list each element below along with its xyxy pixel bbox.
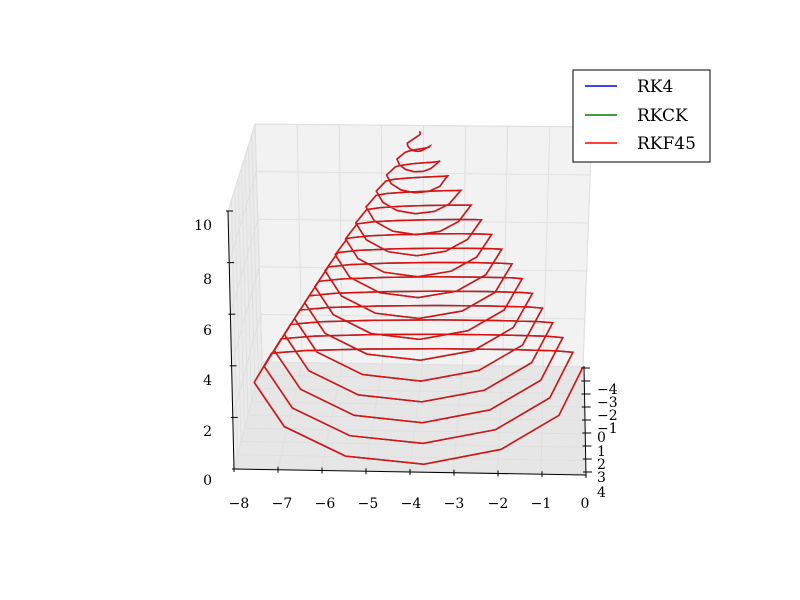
grid-line-y-left [247,145,256,389]
z-tick-label: 10 [194,218,212,234]
y-tick-label: −3 [597,395,618,411]
y-tick-label: 3 [597,470,606,486]
grid-line-y-floor [247,414,585,421]
y-tick-label: −1 [597,421,618,437]
grid-line-y-left [254,123,263,363]
grid-line-x-back [502,126,509,366]
y-tick-label: 0 [597,430,606,446]
grid-line-z-back [257,218,589,224]
grid-line-z-back [254,123,593,128]
grid-line-y-left [241,167,249,416]
y-tick-label: 1 [597,444,606,460]
grid-line-z-back [256,171,591,176]
series-line-rkf45 [253,131,584,465]
grid-line-x-back [462,125,467,366]
grid-line-y-left [234,189,242,442]
x-tick-label: −6 [315,496,336,512]
grid-line-x-back [422,125,424,365]
grid-line-x-back [542,126,551,367]
grid-line-y-floor [261,361,584,368]
y-tick-label: 2 [597,457,606,473]
legend-label-rk4: RK4 [637,77,673,97]
y-tick-label: −4 [597,382,618,398]
grid-line-x-back [380,125,383,364]
grid-line-x-back [582,126,593,368]
x-tick-label: −7 [272,496,293,512]
axes [226,210,592,478]
x-tick-label: −4 [401,496,422,512]
grid-line-y-floor [251,401,584,408]
grid-line-y-left [244,156,252,402]
grid-line-y-floor [258,374,584,381]
x-tick-label: −8 [229,496,250,512]
z-tick-label: 0 [203,473,212,489]
z-tick-label: 8 [203,272,212,288]
x-tick-label: 0 [581,496,590,512]
grid-line-y-floor [240,441,585,448]
grid-line-z-back [260,313,585,320]
y-tick-label: −2 [597,408,618,424]
x-tick-label: −5 [358,496,379,512]
grid-line-y-floor [254,388,584,395]
z-axis-line [227,210,235,470]
y-tick-label: 4 [597,485,606,501]
grid-line-y-left [251,134,259,376]
x-tick-label: −3 [444,496,465,512]
grid-line-y-floor [237,454,585,462]
curves [253,131,584,465]
z-tick-label: 2 [203,424,212,440]
z-tick-label: 6 [203,323,212,339]
grid-line-y-left [237,178,245,429]
legend: RK4 RKCK RKF45 [572,69,711,163]
z-tick-label: 4 [203,373,212,389]
x-tick-label: −1 [531,496,552,512]
x-tick-label: −2 [488,496,509,512]
legend-label-rkf45: RKF45 [637,134,696,154]
legend-label-rkck: RKCK [637,106,688,126]
grid-line-z-back [259,266,587,272]
grid-line-x-back [338,124,343,364]
grid-line-y-left [230,200,238,455]
